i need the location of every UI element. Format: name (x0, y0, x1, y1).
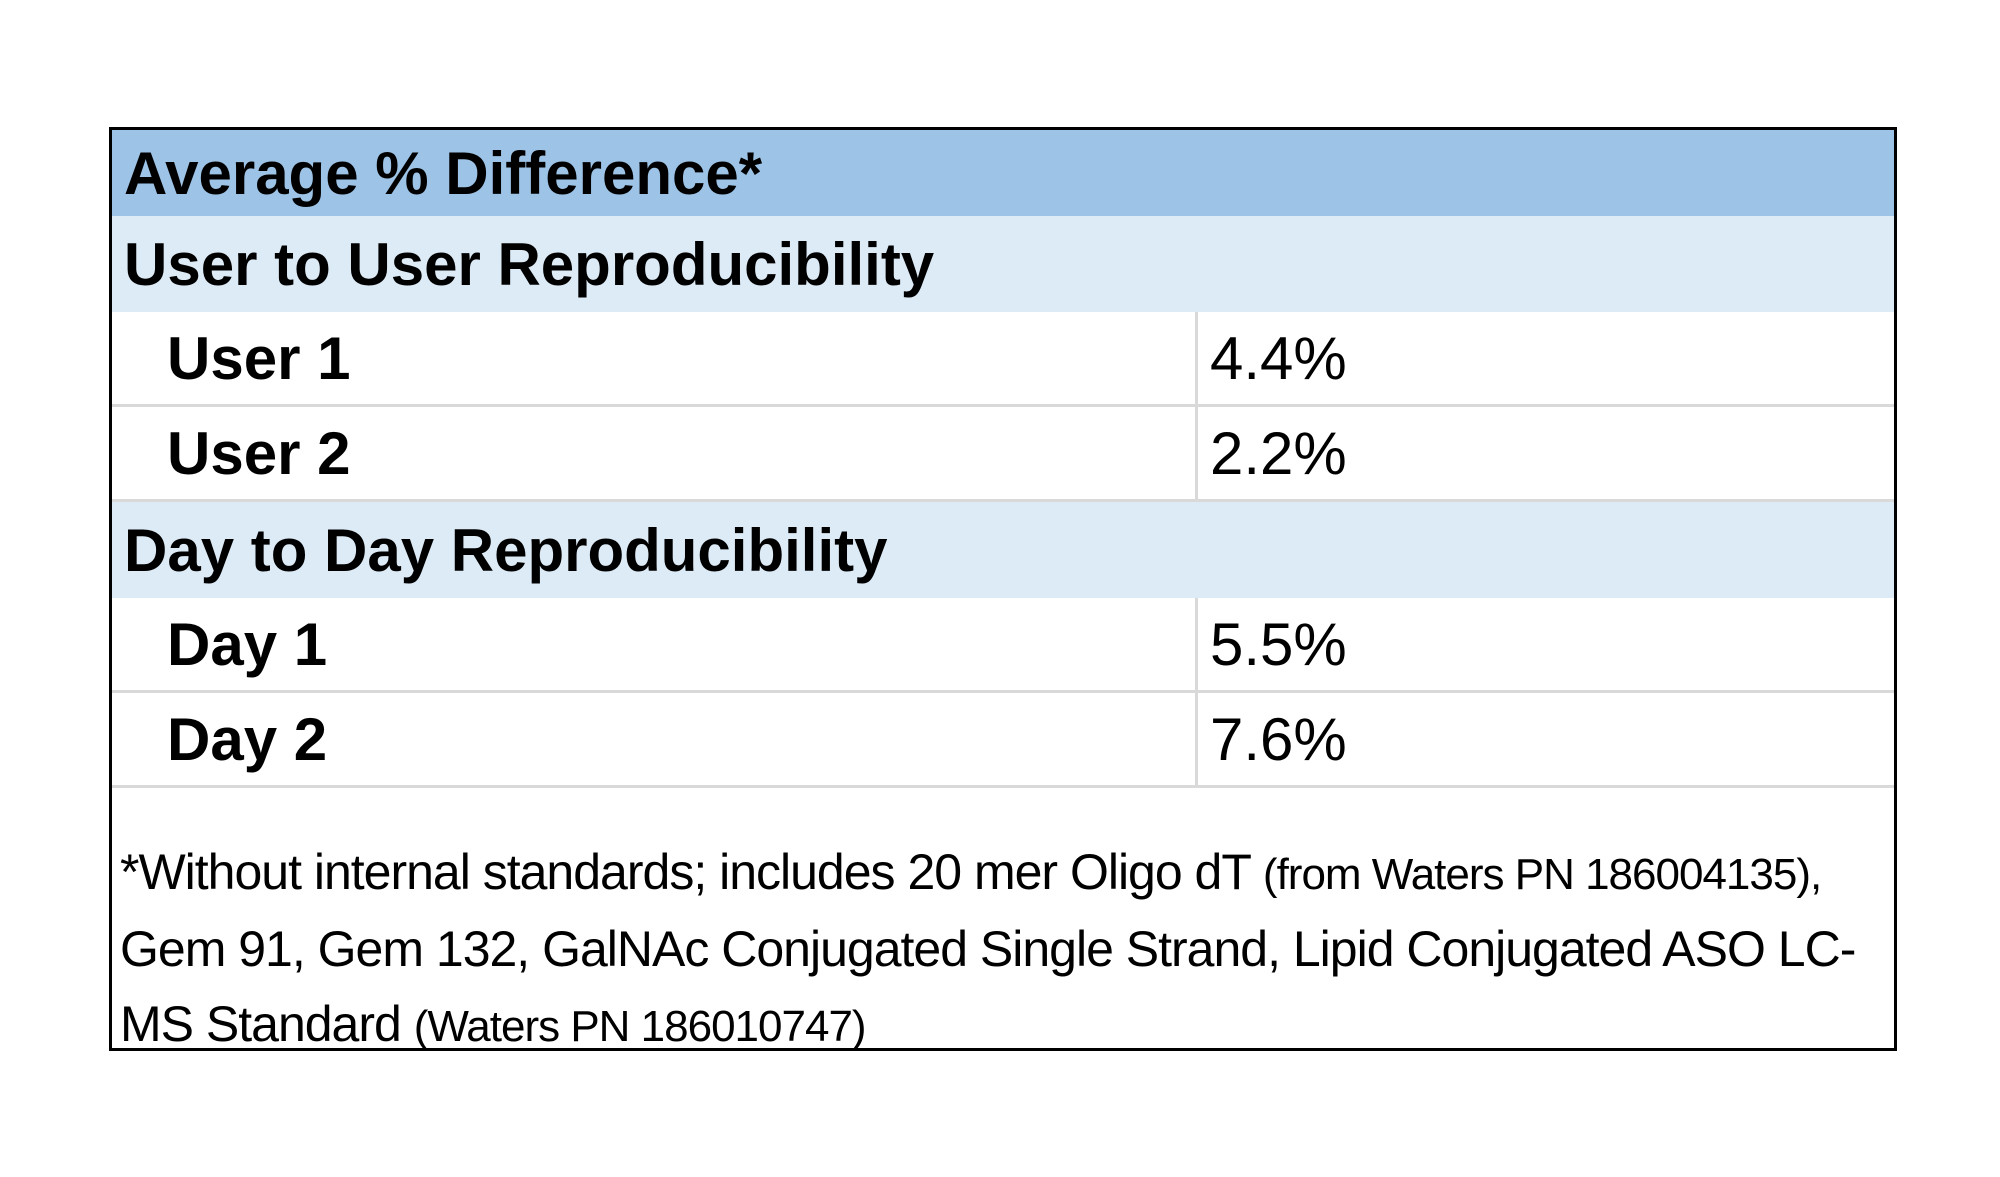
table-row: User 2 2.2% (112, 407, 1894, 502)
table-title-text: Average % Difference* (124, 139, 763, 207)
section-header-day-label: Day to Day Reproducibility (124, 516, 888, 584)
row-label-day-2: Day 2 (112, 693, 1198, 785)
row-label-day-1: Day 1 (112, 598, 1198, 690)
table-row: User 1 4.4% (112, 312, 1894, 407)
section-header-user-label: User to User Reproducibility (124, 230, 935, 298)
table-row: Day 2 7.6% (112, 693, 1894, 788)
footnote-part-3: Gem 91, Gem 132, GalNAc Conjugated Singl… (120, 921, 1856, 1052)
row-label-user-1: User 1 (112, 312, 1198, 404)
row-value-day-2: 7.6% (1210, 705, 1347, 773)
row-label-user-2: User 2 (112, 407, 1198, 499)
table-title: Average % Difference* (112, 130, 1894, 216)
row-value-day-1: 5.5% (1210, 610, 1347, 678)
row-value-user-1: 4.4% (1210, 324, 1347, 392)
section-header-user: User to User Reproducibility (112, 216, 1894, 312)
footnote-part-4: (Waters PN 186010747) (413, 1002, 867, 1051)
footnote: *Without internal standards; includes 20… (120, 835, 1876, 1064)
footnote-part-2: (from Waters PN 186004135), (1262, 850, 1822, 899)
results-table: Average % Difference* User to User Repro… (109, 127, 1897, 1052)
row-value-user-2: 2.2% (1210, 419, 1347, 487)
section-header-day: Day to Day Reproducibility (112, 502, 1894, 598)
table-row: Day 1 5.5% (112, 598, 1894, 693)
footnote-part-1: *Without internal standards; includes 20… (120, 844, 1251, 900)
